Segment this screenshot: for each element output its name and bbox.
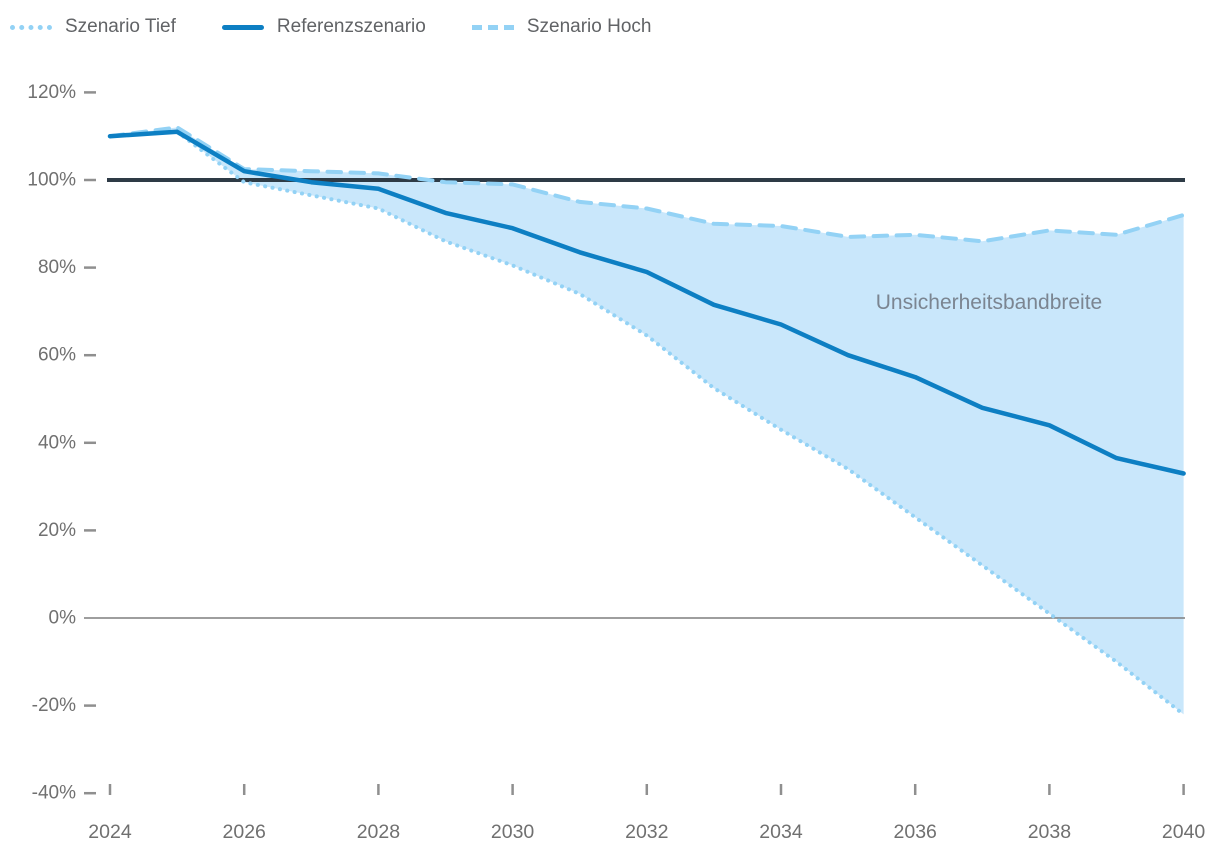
- legend-label: Szenario Hoch: [526, 16, 652, 37]
- x-tick-label: 2040: [1162, 821, 1206, 843]
- reference-scenario-line: [107, 129, 1186, 476]
- x-tick-label: 2038: [1028, 821, 1071, 843]
- dotted-line-swatch-icon: [10, 24, 52, 30]
- axes-layer: 120% 100% 80% 60% 40% 20% 0% -20% -40% 2024 2026 20…: [27, 82, 1205, 843]
- y-tick-label: 20%: [38, 520, 76, 541]
- y-tick-label: 60%: [38, 345, 76, 366]
- x-tick-label: 2030: [491, 821, 535, 843]
- uncertainty-band-area: [110, 127, 1184, 715]
- y-tick-label: 120%: [27, 82, 76, 103]
- low-scenario-line: [108, 129, 1186, 717]
- x-tick-label: 2028: [357, 821, 400, 843]
- y-tick-label: 40%: [38, 432, 76, 453]
- y-tick-label: 80%: [38, 257, 76, 278]
- x-tick-label: 2026: [223, 821, 266, 843]
- uncertainty-band-layer: [110, 127, 1184, 715]
- legend-item-szenario-tief: Szenario Tief: [10, 16, 176, 38]
- chart-legend: Szenario Tief Referenzszenario Szenario …: [10, 16, 651, 38]
- y-tick-label: 0%: [49, 608, 77, 629]
- legend-label: Referenzszenario: [276, 16, 426, 37]
- solid-line-swatch-icon: [221, 24, 264, 30]
- y-tick-label: 100%: [27, 170, 76, 191]
- band-annotation-label: Unsicherheitsbandbreite: [876, 291, 1102, 314]
- legend-label: Szenario Tief: [65, 16, 176, 37]
- series-layer: [107, 125, 1186, 717]
- x-tick-label: 2036: [894, 821, 937, 843]
- y-tick-label: -40%: [32, 783, 76, 804]
- x-tick-label: 2024: [88, 821, 132, 843]
- dashed-line-swatch-icon: [471, 24, 514, 30]
- x-tick-label: 2034: [759, 821, 803, 843]
- legend-item-referenzszenario: Referenzszenario: [221, 16, 426, 38]
- high-scenario-line: [108, 125, 1186, 244]
- legend-item-szenario-hoch: Szenario Hoch: [471, 16, 652, 38]
- y-tick-label: -20%: [32, 695, 76, 716]
- x-tick-label: 2032: [625, 821, 668, 843]
